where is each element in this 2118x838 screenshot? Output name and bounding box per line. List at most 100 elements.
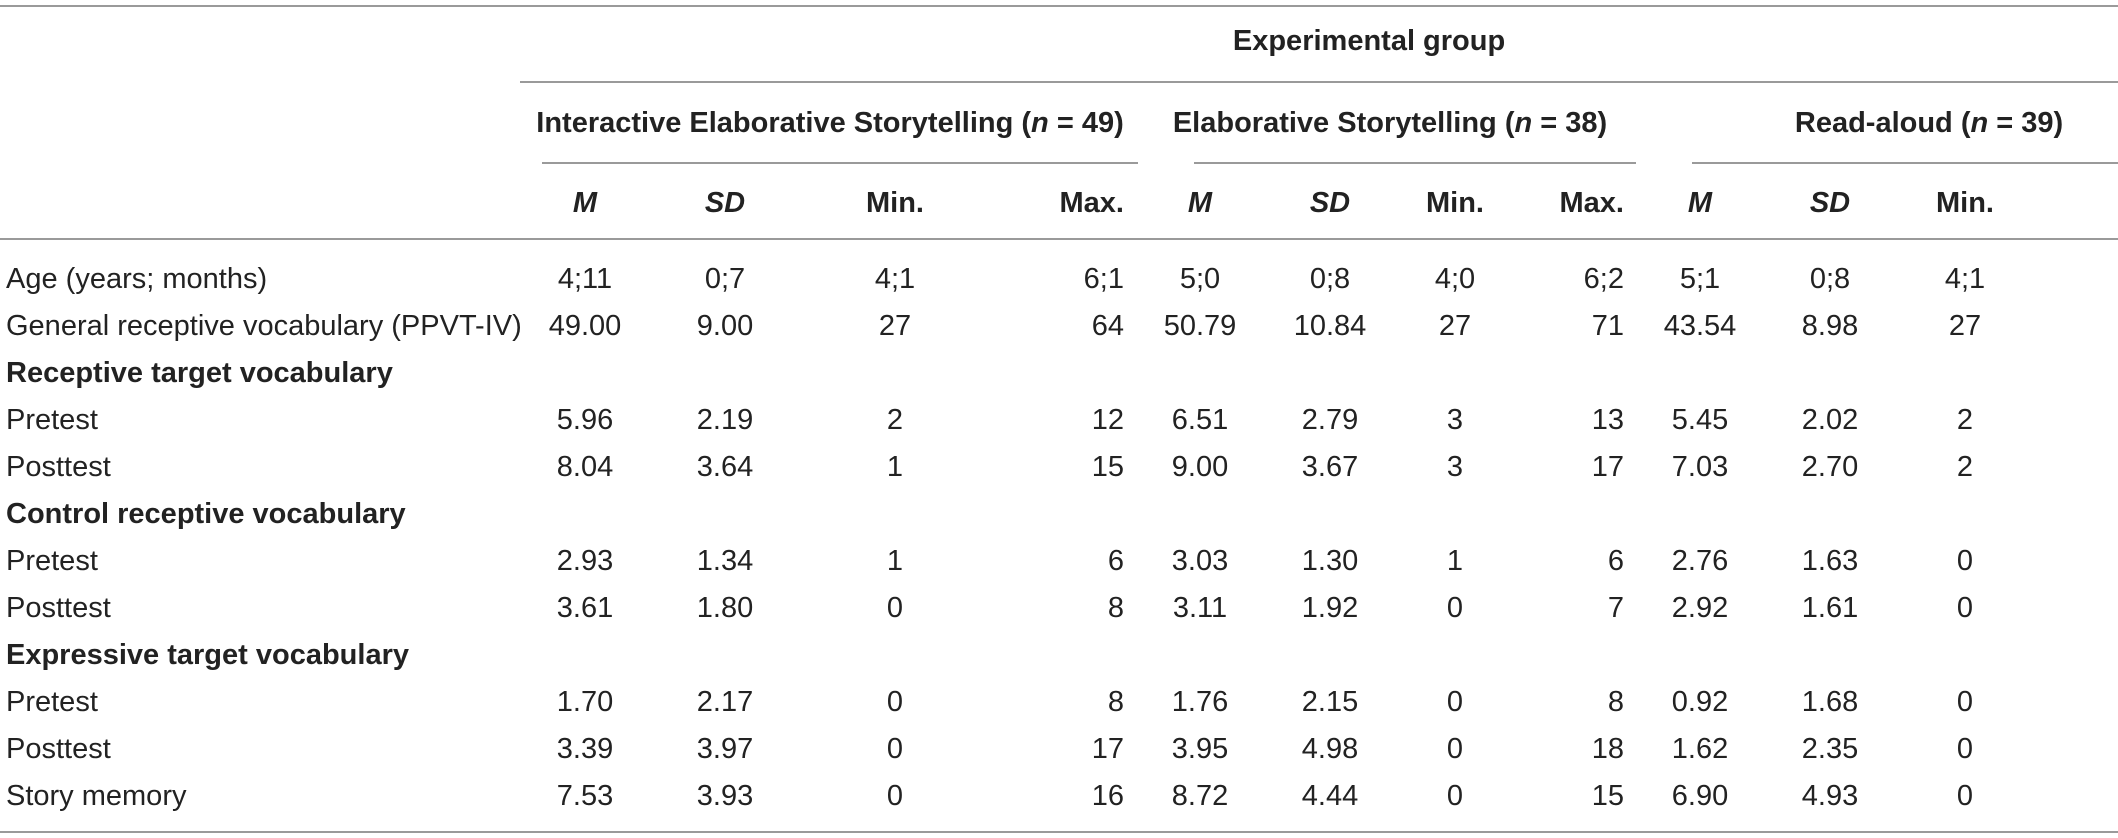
table-cell: 1.63: [1801, 545, 1859, 577]
stat-header-3: Min.: [866, 186, 924, 219]
stat-header-12: Max.: [2030, 164, 2118, 242]
group-n-prefix: (: [1504, 106, 1515, 139]
table-cell: 2.19: [696, 404, 754, 436]
table-cell: 0: [886, 592, 904, 624]
group-n-value: = 38): [1532, 106, 1608, 139]
stat-header-9: M: [1687, 186, 1713, 219]
group-name: Interactive Elaborative Storytelling: [536, 106, 1014, 139]
stat-header-2: SD: [704, 186, 746, 219]
table-cell: 9.00: [1171, 451, 1229, 483]
table-cell: 0.92: [1671, 686, 1729, 718]
stat-header-5: M: [1187, 186, 1213, 219]
table-cell: 2.15: [1301, 686, 1359, 718]
section-row: Control receptive vocabulary: [0, 491, 2118, 538]
table-cell: 27: [1438, 310, 1472, 342]
stat-header-10: SD: [1809, 186, 1851, 219]
table-cell: 0: [1956, 592, 1974, 624]
table-row: Pretest 5.96 2.19 2 12 6.51 2.79 3 13 5.45 2.02 2 9: [0, 397, 2118, 444]
table-cell: 0: [1446, 686, 1464, 718]
table-cell: 0: [1446, 780, 1464, 812]
table-cell: 13: [1591, 404, 1624, 436]
row-label: Posttest: [6, 451, 111, 483]
group-n-value: = 39): [1988, 106, 2064, 139]
table-cell: 2.92: [1671, 592, 1729, 624]
super-header-row: Experimental group: [0, 0, 2118, 82]
table-cell: 15: [1591, 780, 1624, 812]
table-cell: 6;1: [1083, 263, 1124, 295]
table-cell: 1: [886, 451, 904, 483]
bottom-rule: [0, 831, 2118, 833]
table-cell: 1.68: [1801, 686, 1859, 718]
table-row: General receptive vocabulary (PPVT-IV) 49…: [0, 303, 2118, 350]
table-cell: 8: [2030, 679, 2118, 726]
row-label: Age (years; months): [6, 263, 268, 295]
section-row: Expressive target vocabulary: [0, 632, 2118, 679]
group-header-ra: Read-aloud (n = 39): [1640, 82, 2118, 164]
table-cell: 18: [1591, 733, 1624, 765]
table-cell: 3.67: [1301, 451, 1359, 483]
stat-header-row: M SD Min. Max. M SD Min. Max. M SD Min. Max.: [0, 164, 2118, 242]
table-cell: 6: [1607, 545, 1624, 577]
row-label: Pretest: [6, 686, 98, 718]
table-row: Posttest 8.04 3.64 1 15 9.00 3.67 3 17 7.03 2.70 2 1…: [0, 444, 2118, 491]
table-cell: 2.93: [556, 545, 614, 577]
table-cell: 7: [1607, 592, 1624, 624]
table-cell: 4.44: [1301, 780, 1359, 812]
table-cell: 3.03: [1171, 545, 1229, 577]
table-cell: 8.98: [1801, 310, 1859, 342]
table-cell: 3.64: [696, 451, 754, 483]
table-cell: 8: [1107, 592, 1124, 624]
table-cell: 7.53: [556, 780, 614, 812]
table-cell: 1.76: [1171, 686, 1229, 718]
table-cell: 1.61: [1801, 592, 1859, 624]
stub-header: [0, 82, 520, 164]
table-cell: 5;1: [1679, 263, 1721, 295]
stat-header-7: Min.: [1426, 186, 1484, 219]
stat-header-4: Max.: [1059, 186, 1124, 219]
group-header-es: Elaborative Storytelling (n = 38): [1140, 82, 1640, 164]
table-cell: 4;1: [874, 263, 916, 295]
group-n-symbol: n: [1514, 106, 1533, 139]
table-cell: 2.76: [1671, 545, 1729, 577]
stat-header-11: Min.: [1936, 186, 1994, 219]
section-filler: [520, 350, 2118, 397]
table-cell: 2.79: [1301, 404, 1359, 436]
table-cell: 1.62: [1671, 733, 1729, 765]
table-row: Posttest 3.61 1.80 0 8 3.11 1.92 0 7 2.92 1.61 0 7: [0, 585, 2118, 632]
group-header-row: Interactive Elaborative Storytelling (n …: [0, 82, 2118, 164]
table-cell: 6.90: [1671, 780, 1729, 812]
table-cell: 8.72: [1171, 780, 1229, 812]
table-cell: 43.54: [1663, 310, 1737, 342]
experimental-group-rule: [520, 81, 2118, 83]
row-label: Posttest: [6, 592, 111, 624]
table-cell: 1: [886, 545, 904, 577]
table-row: Pretest 1.70 2.17 0 8 1.76 2.15 0 8 0.92 1.68 0 8: [0, 679, 2118, 726]
stub-header: [0, 164, 520, 242]
group-header-ies: Interactive Elaborative Storytelling (n …: [520, 82, 1140, 164]
table-cell: 16: [1091, 780, 1124, 812]
table-cell: 0: [1956, 733, 1974, 765]
table-cell: 8: [1607, 686, 1624, 718]
table-cell: 8: [1107, 686, 1124, 718]
group-rule-es: [1194, 162, 1636, 164]
row-label: Story memory: [6, 780, 187, 812]
stat-header-6: SD: [1309, 186, 1351, 219]
table-cell: 0: [886, 733, 904, 765]
table-cell: 5.96: [556, 404, 614, 436]
table-cell: 1.30: [1301, 545, 1359, 577]
table-cell: 4;11: [557, 263, 613, 295]
table-cell: 71: [1591, 310, 1624, 342]
group-n-prefix: (: [1021, 106, 1032, 139]
table-cell: 15: [2030, 773, 2118, 820]
table-cell: 12: [1091, 404, 1124, 436]
table-cell: 49.00: [548, 310, 622, 342]
table-cell: 2.17: [696, 686, 754, 718]
table-cell: 1.80: [696, 592, 754, 624]
table-cell: 64: [1091, 310, 1124, 342]
table-cell: 27: [878, 310, 912, 342]
row-label: Pretest: [6, 545, 98, 577]
group-n-symbol: n: [1031, 106, 1049, 139]
group-n-symbol: n: [1970, 106, 1989, 139]
table-cell: 3: [1446, 404, 1464, 436]
group-rule-ra: [1692, 162, 2118, 164]
